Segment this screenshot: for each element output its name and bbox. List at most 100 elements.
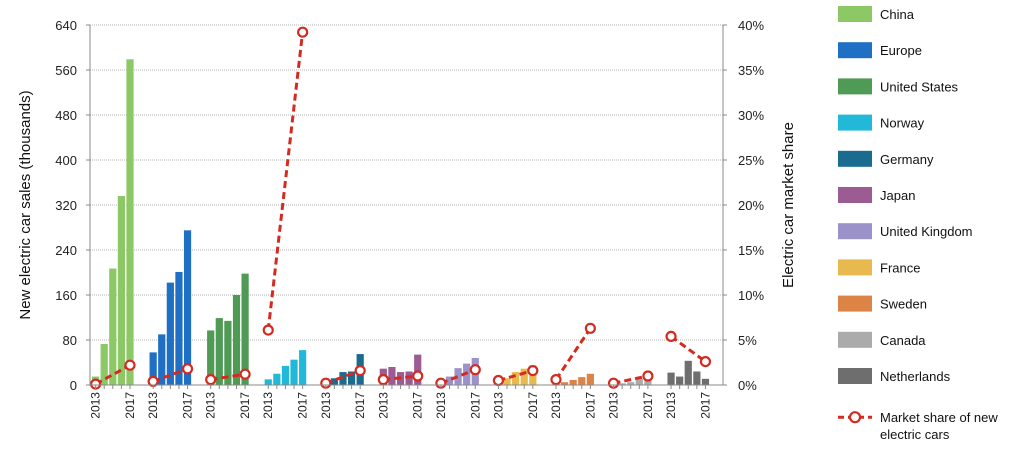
x-tick-label: 2017 xyxy=(238,392,252,419)
y2-tick-label: 5% xyxy=(738,333,757,348)
bar xyxy=(445,376,454,385)
bar xyxy=(207,330,215,385)
market-share-line xyxy=(152,367,189,383)
bar xyxy=(578,377,586,385)
x-tick-label: 2013 xyxy=(549,392,563,419)
bar xyxy=(586,373,594,385)
market-share-point xyxy=(665,330,677,342)
bar xyxy=(635,378,643,385)
legend-swatch xyxy=(838,78,872,95)
bar xyxy=(281,365,290,385)
y2-tick-label: 10% xyxy=(738,288,764,303)
x-tick-label: 2013 xyxy=(146,392,160,419)
bar xyxy=(414,354,422,385)
y-tick-label: 640 xyxy=(55,18,77,33)
bar xyxy=(215,318,223,385)
legend-swatch xyxy=(838,6,872,22)
x-tick-label: 2013 xyxy=(89,392,103,419)
market-share-line xyxy=(266,32,305,331)
market-share-line xyxy=(440,368,476,385)
bar xyxy=(183,230,192,385)
market-share-line xyxy=(210,372,246,382)
bar xyxy=(560,382,569,385)
legend-label: United Kingdom xyxy=(880,224,973,239)
y2-axis-title: Electric car market share xyxy=(780,122,797,288)
bars-layer xyxy=(92,59,710,385)
market-share-point xyxy=(550,374,562,386)
market-share-point xyxy=(205,374,217,386)
y-tick-label: 560 xyxy=(55,63,77,78)
bar xyxy=(569,379,577,385)
y2-tick-label: 0% xyxy=(738,378,757,393)
market-share-line xyxy=(613,374,649,385)
bar xyxy=(158,334,166,385)
market-share-point xyxy=(699,356,712,368)
x-tick-label: 2017 xyxy=(181,392,195,419)
x-tick-label: 2013 xyxy=(607,392,621,419)
y-tick-label: 0 xyxy=(70,378,77,393)
bar xyxy=(100,343,108,385)
market-share-point xyxy=(492,374,505,387)
x-tick-label: 2017 xyxy=(698,392,712,419)
market-share-layer xyxy=(89,26,712,390)
market-share-line xyxy=(670,335,707,363)
y-tick-label: 80 xyxy=(63,333,77,348)
x-tick-label: 2017 xyxy=(353,392,367,419)
y-axis-title: New electric car sales (thousands) xyxy=(17,90,34,319)
legend-label: United States xyxy=(880,79,959,94)
bar xyxy=(175,271,183,385)
legend-label-share: Market share of new electric cars xyxy=(880,410,998,442)
bar xyxy=(684,360,692,385)
legend-label-share-line: Market share of new xyxy=(880,410,998,425)
y2-tick-label: 25% xyxy=(738,153,764,168)
legend-swatch xyxy=(838,150,872,167)
y-tick-label: 160 xyxy=(55,288,77,303)
legend-swatch xyxy=(838,259,872,276)
x-tick-label: 2013 xyxy=(204,392,218,419)
legend-swatch xyxy=(838,295,872,312)
market-share-point xyxy=(642,370,654,382)
market-share-point xyxy=(297,26,309,38)
bar xyxy=(117,196,125,385)
y2-tick-label: 30% xyxy=(738,108,764,123)
legend-swatch xyxy=(838,368,872,384)
legend-swatch xyxy=(838,187,872,203)
x-tick-label: 2017 xyxy=(641,392,655,419)
market-share-line xyxy=(325,369,361,385)
market-share-line xyxy=(497,369,534,382)
y-tick-label: 320 xyxy=(55,198,77,213)
x-tick-label: 2013 xyxy=(664,392,678,419)
y2-tick-label: 15% xyxy=(738,243,764,258)
legend-label: Germany xyxy=(880,152,934,167)
y2-tick-label: 35% xyxy=(738,63,764,78)
legend-label: China xyxy=(880,7,915,22)
y2-tick-label: 40% xyxy=(738,18,764,33)
legend-swatch xyxy=(838,114,872,131)
legend-swatch xyxy=(838,223,872,240)
bar xyxy=(676,376,684,385)
bar xyxy=(503,378,511,385)
legend-label: Canada xyxy=(880,333,926,348)
x-tick-label: 2017 xyxy=(526,392,540,419)
x-tick-label: 2013 xyxy=(491,392,505,419)
market-share-point xyxy=(262,324,274,336)
bar xyxy=(224,320,232,385)
market-share-point xyxy=(527,365,539,377)
market-share-line xyxy=(383,374,418,382)
bar xyxy=(264,379,272,385)
legend-label: Sweden xyxy=(880,297,927,312)
market-share-point xyxy=(181,363,194,375)
x-tick-label: 2013 xyxy=(376,392,390,419)
bar xyxy=(290,359,298,385)
y-tick-label: 480 xyxy=(55,108,77,123)
legend-swatch xyxy=(838,331,872,348)
x-tick-label: 2017 xyxy=(583,392,597,419)
bar xyxy=(627,382,635,385)
x-tick-label: 2017 xyxy=(296,392,310,419)
bar xyxy=(126,59,134,385)
legend-swatch xyxy=(838,42,872,59)
axes-layer: 0 0% 80 5% 160 10% 240 15% 320 20% 400 25% 480 30% 560… xyxy=(55,18,764,419)
bar xyxy=(512,372,520,385)
bar xyxy=(166,282,174,385)
x-tick-label: 2017 xyxy=(411,392,425,419)
